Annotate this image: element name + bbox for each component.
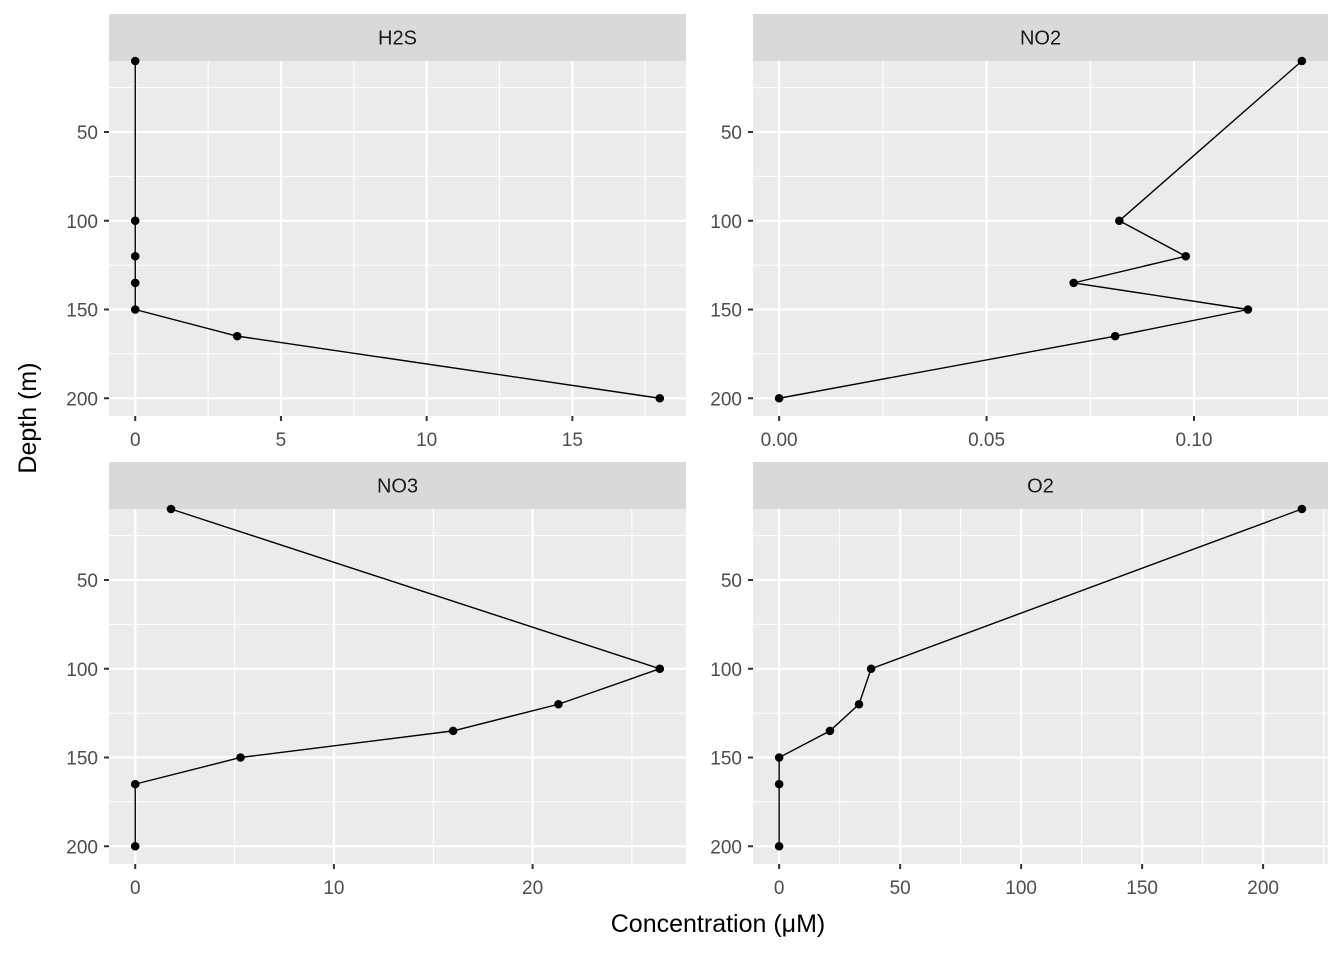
data-point: [1115, 216, 1124, 226]
panel-background: [753, 509, 1328, 864]
facet-no2: NO2 50 100 150 200 0.00 0.05 0.10: [710, 14, 1328, 451]
y-tick-label: 50: [77, 123, 98, 144]
x-tick-label: 10: [416, 430, 437, 451]
x-tick-label: 200: [1247, 878, 1279, 899]
y-tick-label: 200: [710, 837, 742, 858]
y-tick-label: 100: [66, 660, 98, 681]
data-point: [1243, 305, 1253, 314]
y-tick-label: 150: [66, 301, 98, 322]
panel-background: [753, 61, 1328, 416]
x-tick-label: 100: [1005, 878, 1037, 899]
data-point: [236, 753, 245, 762]
y-tick-label: 200: [66, 389, 98, 410]
x-tick-label: 150: [1126, 878, 1158, 899]
data-point: [232, 331, 242, 341]
facet-strip-label: H2S: [378, 28, 417, 50]
y-tick-label: 50: [77, 571, 98, 592]
y-tick-label: 100: [710, 660, 742, 681]
y-tick-label: 50: [721, 571, 742, 592]
x-tick-label: 0.00: [761, 430, 798, 451]
facet-strip-label: O2: [1027, 476, 1054, 498]
data-point: [655, 393, 665, 403]
data-point: [130, 251, 140, 261]
facet-strip-label: NO2: [1020, 28, 1061, 50]
data-point: [130, 305, 140, 314]
x-tick-label: 10: [323, 878, 344, 899]
facet-strip-label: NO3: [377, 476, 418, 498]
x-tick-label: 50: [890, 878, 911, 899]
data-point: [1069, 278, 1078, 288]
facet-strip-no3: [109, 462, 686, 509]
data-point: [130, 841, 140, 851]
y-tick-label: 200: [66, 837, 98, 858]
y-tick-label: 150: [710, 301, 742, 322]
y-tick-label: 100: [66, 212, 98, 233]
x-tick-label: 15: [562, 430, 583, 451]
data-point: [1297, 56, 1307, 66]
data-point: [1181, 251, 1191, 261]
x-tick-label: 0: [774, 878, 785, 899]
x-tick-label: 0: [130, 878, 141, 899]
x-tick-label: 0: [130, 430, 141, 451]
data-point: [774, 753, 784, 762]
data-point: [1110, 331, 1120, 341]
y-axis-title: Depth (m): [14, 362, 42, 473]
y-tick-label: 200: [710, 389, 742, 410]
y-tick-label: 150: [66, 749, 98, 770]
data-point: [130, 216, 140, 226]
data-point: [1297, 504, 1307, 514]
data-point: [655, 664, 665, 674]
y-tick-label: 50: [721, 123, 742, 144]
x-tick-label: 20: [522, 878, 543, 899]
y-tick-label: 100: [710, 212, 742, 233]
data-point: [130, 779, 140, 789]
x-tick-label: 0.05: [968, 430, 1005, 451]
facet-h2s: H2S 50 100 150 200 0 5 10 15: [66, 14, 686, 451]
y-tick-label: 150: [710, 749, 742, 770]
x-axis-title: Concentration (μM): [611, 910, 825, 938]
data-point: [854, 699, 864, 709]
data-point: [166, 504, 176, 514]
data-point: [130, 56, 140, 66]
facet-no3: NO3 50 100 150 200 0 10 20: [66, 462, 686, 899]
panel-background: [109, 509, 686, 864]
x-tick-label: 5: [276, 430, 287, 451]
panel-background: [109, 61, 686, 416]
data-point: [130, 278, 140, 288]
data-point: [774, 779, 784, 789]
data-point: [448, 726, 458, 736]
data-point: [825, 726, 835, 736]
data-point: [774, 841, 784, 851]
facet-o2: O2 50 100 150 200 0 50 100 150 200: [710, 462, 1328, 899]
x-tick-label: 0.10: [1176, 430, 1213, 451]
data-point: [774, 393, 784, 403]
data-point: [554, 699, 563, 709]
data-point: [866, 664, 876, 674]
facet-strip-o2: [753, 462, 1328, 509]
facet-strip-h2s: [109, 14, 686, 61]
facet-strip-no2: [753, 14, 1328, 61]
